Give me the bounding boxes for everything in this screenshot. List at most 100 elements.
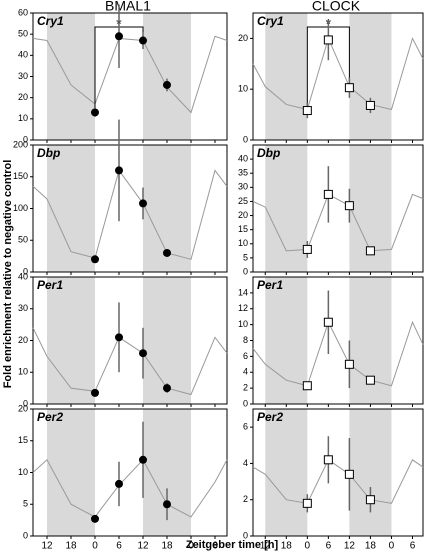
y-tick-label: 25 [238,196,248,206]
y-tick-label: 50 [18,29,28,39]
y-tick-label: 40 [238,153,248,163]
night-band [47,145,95,272]
y-tick-label: 10 [18,367,28,377]
data-point [163,248,171,257]
y-tick-label: 0 [23,398,28,408]
x-tick-label: 18 [281,541,293,551]
y-tick-label: 40 [18,271,28,281]
gene-label: Dbp [257,146,280,160]
data-point [323,189,333,199]
y-tick-label: 30 [18,71,28,81]
x-tick-label: 18 [161,541,173,551]
data-point [163,384,171,393]
night-band [349,277,392,404]
night-band [265,409,308,536]
y-tick-label: 15 [238,224,248,234]
y-tick-label: 14 [238,287,248,297]
x-tick-label: 12 [41,541,53,551]
y-axis-label: Fold enrichment relative to negative con… [2,160,14,389]
column-title: BMAL1 [105,0,151,14]
y-tick-label: 2 [243,383,248,393]
x-tick-label: 0 [389,541,395,551]
data-point [323,317,333,327]
x-tick-label: 12 [344,541,356,551]
x-tick-label: 0 [188,541,194,551]
y-tick-label: 20 [238,33,248,43]
y-tick-label: 4 [243,458,248,468]
data-point [91,255,99,264]
data-point [115,32,123,41]
plot-frame [252,12,424,141]
y-tick-label: 6 [243,351,248,361]
y-tick-label: 10 [18,467,28,477]
data-point [344,83,354,93]
data-point [365,495,375,505]
y-tick-label: 30 [18,303,28,313]
data-point [139,455,147,464]
data-point [163,500,171,509]
y-tick-label: 35 [238,168,248,178]
y-tick-label: 60 [18,7,28,17]
x-tick-label: 6 [212,541,218,551]
y-tick-label: 6 [243,422,248,432]
data-point [139,349,147,358]
y-tick-label: 0 [243,266,248,276]
x-tick-label: 6 [116,541,122,551]
data-point [323,35,333,45]
data-point [344,201,354,211]
plot-frame [252,408,424,537]
x-tick-label: 12 [260,541,272,551]
y-tick-label: 4 [243,367,248,377]
data-point [344,359,354,369]
x-tick-label: 6 [326,541,332,551]
y-tick-label: 8 [243,335,248,345]
y-tick-label: 0 [243,530,248,540]
y-tick-label: 0 [243,398,248,408]
data-point [302,106,312,116]
y-tick-label: 0 [23,134,28,144]
x-tick-label: 18 [65,541,77,551]
data-point [115,166,123,175]
y-tick-label: 5 [243,252,248,262]
data-point [139,199,147,208]
y-tick-label: 0 [243,134,248,144]
y-tick-label: 20 [18,92,28,102]
gene-label: Cry1 [257,14,284,28]
gene-label: Per2 [37,410,63,424]
y-tick-label: 12 [238,303,248,313]
data-point [365,375,375,385]
data-point [365,246,375,256]
night-band [265,145,308,272]
y-tick-label: 100 [13,203,28,213]
y-tick-label: 15 [18,435,28,445]
y-tick-label: 30 [238,182,248,192]
gene-label: Per2 [257,410,283,424]
model-curve [32,169,228,260]
night-band [265,277,308,404]
y-tick-label: 20 [18,403,28,413]
night-band [47,13,95,140]
data-point [115,479,123,488]
night-band [349,409,392,536]
y-tick-label: 20 [18,335,28,345]
y-tick-label: 20 [238,210,248,220]
night-band [349,13,392,140]
data-point [302,244,312,254]
model-curve [32,458,228,518]
y-tick-label: 200 [13,139,28,149]
model-curve [32,327,228,396]
night-band [265,13,308,140]
y-tick-label: 5 [23,499,28,509]
model-curve [252,193,424,252]
x-tick-label: 18 [365,541,377,551]
night-band [143,13,191,140]
y-tick-label: 10 [238,84,248,94]
x-tick-label: 0 [92,541,98,551]
x-tick-label: 0 [305,541,311,551]
night-band [47,277,95,404]
night-band [143,277,191,404]
night-band [47,409,95,536]
plot-frame [252,144,424,273]
y-tick-label: 10 [238,238,248,248]
